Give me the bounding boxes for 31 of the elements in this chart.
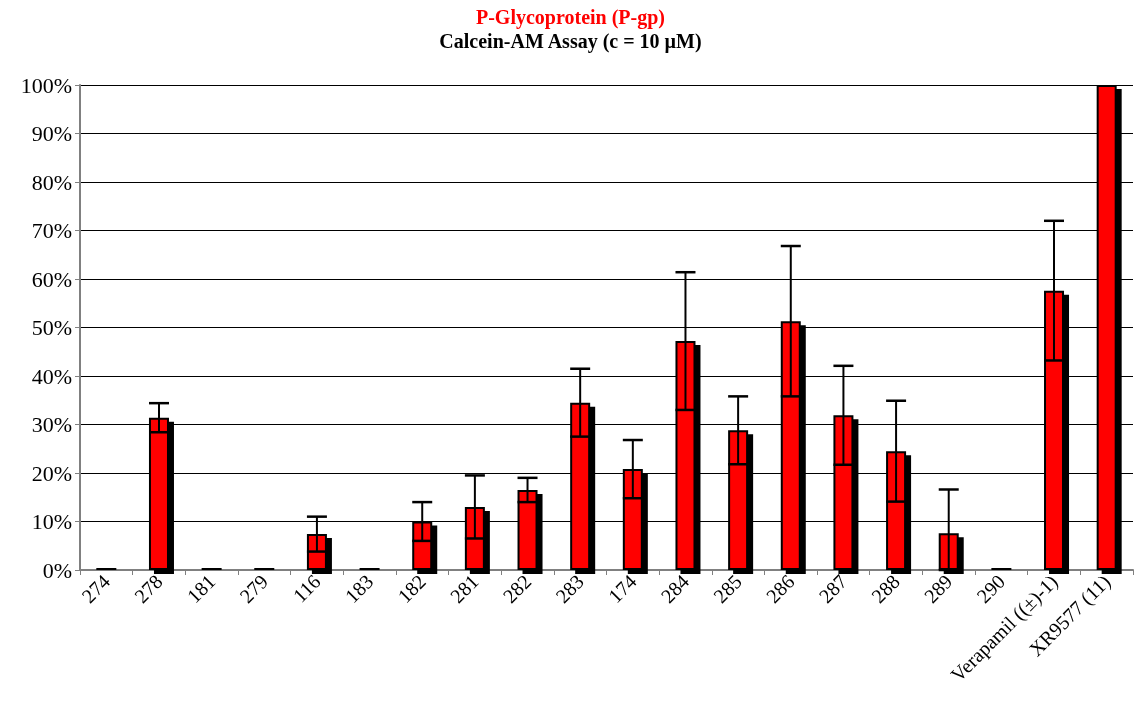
x-tick-label: 181 [182,570,220,607]
y-tick-label: 20% [31,460,72,486]
chart-subtitle: Calcein-AM Assay (c = 10 µM) [439,30,702,53]
x-tick-label: 285 [709,570,746,607]
x-tick-label: 174 [603,570,641,607]
y-tick-label: 40% [31,363,72,389]
x-tick-label: 282 [498,570,536,607]
y-tick-label: 10% [31,509,72,534]
y-tick-label: 60% [31,266,72,292]
x-tick-label: 274 [77,570,115,607]
x-tick-label: 182 [393,570,430,607]
y-tick-label: 90% [31,121,72,146]
x-tick-label: 183 [340,570,378,607]
x-tick-label: 279 [235,570,273,607]
x-tick-label: 278 [129,570,167,607]
y-tick-label: 80% [31,169,72,195]
x-tick-label: 283 [551,570,588,607]
x-tick-label: 288 [867,570,904,607]
chart-title: P-Glycoprotein (P-gp) [475,6,666,29]
y-tick-label: 70% [31,218,72,243]
y-tick-label: 30% [31,412,72,437]
x-tick-label: 290 [972,570,1010,607]
x-tick-label: 286 [761,570,799,607]
x-tick-label: 284 [656,570,694,607]
x-tick-label: 287 [814,570,852,607]
x-tick-label: 289 [919,570,957,607]
y-tick-label: 100% [20,72,72,98]
y-tick-label: 50% [31,315,72,340]
y-tick-label: 0% [42,557,72,583]
x-tick-label: 281 [445,570,483,607]
x-tick-label: 116 [288,570,325,607]
